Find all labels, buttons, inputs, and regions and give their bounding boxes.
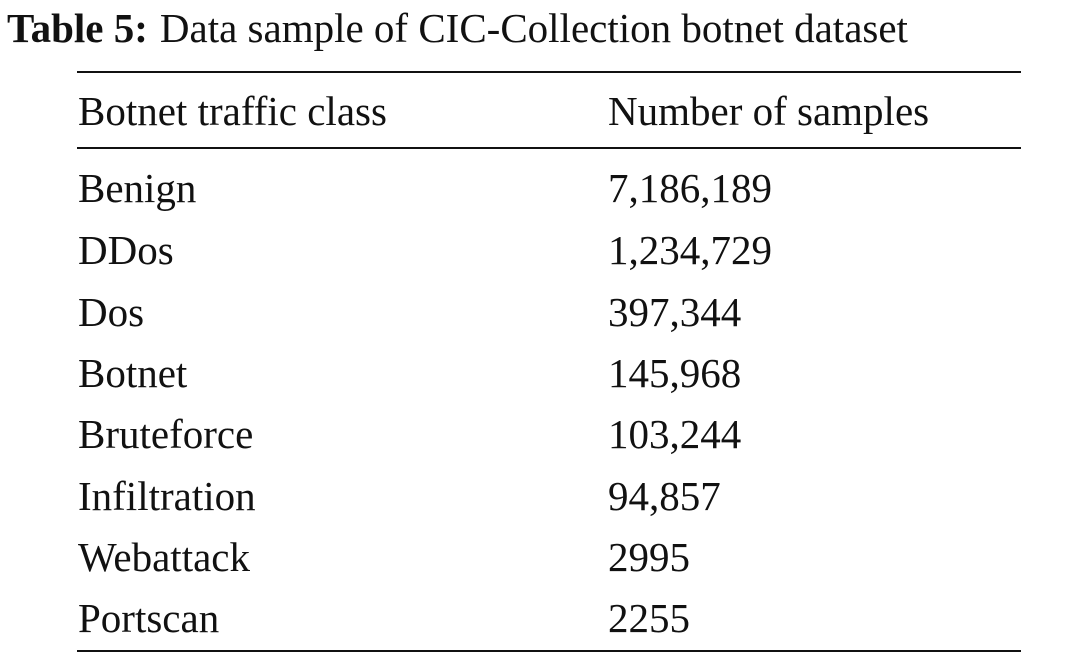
table-header-rule [77,147,1021,149]
row-samples-cell: 1,234,729 [608,227,772,273]
row-samples-cell: 397,344 [608,289,742,335]
table-caption-label: Table 5: [7,5,148,51]
row-class-cell: Portscan [78,595,220,641]
row-samples-cell: 94,857 [608,473,721,519]
header-cell-traffic-class: Botnet traffic class [78,88,387,134]
row-samples-cell: 7,186,189 [608,165,772,211]
row-class-cell: DDos [78,227,174,273]
table-bottom-rule [77,650,1021,652]
row-class-cell: Benign [78,165,197,211]
row-samples-cell: 2995 [608,534,690,580]
row-samples-cell: 103,244 [608,411,742,457]
row-class-cell: Botnet [78,350,188,396]
table-caption: Table 5: Data sample of CIC-Collection bo… [7,4,908,52]
row-class-cell: Dos [78,289,145,335]
row-class-cell: Bruteforce [78,411,254,457]
row-samples-cell: 145,968 [608,350,742,396]
header-cell-number-of-samples: Number of samples [608,88,930,134]
table-caption-text: Data sample of CIC-Collection botnet dat… [159,5,908,51]
row-class-cell: Infiltration [78,473,256,519]
row-samples-cell: 2255 [608,595,690,641]
table-top-rule [77,71,1021,73]
row-class-cell: Webattack [78,534,250,580]
